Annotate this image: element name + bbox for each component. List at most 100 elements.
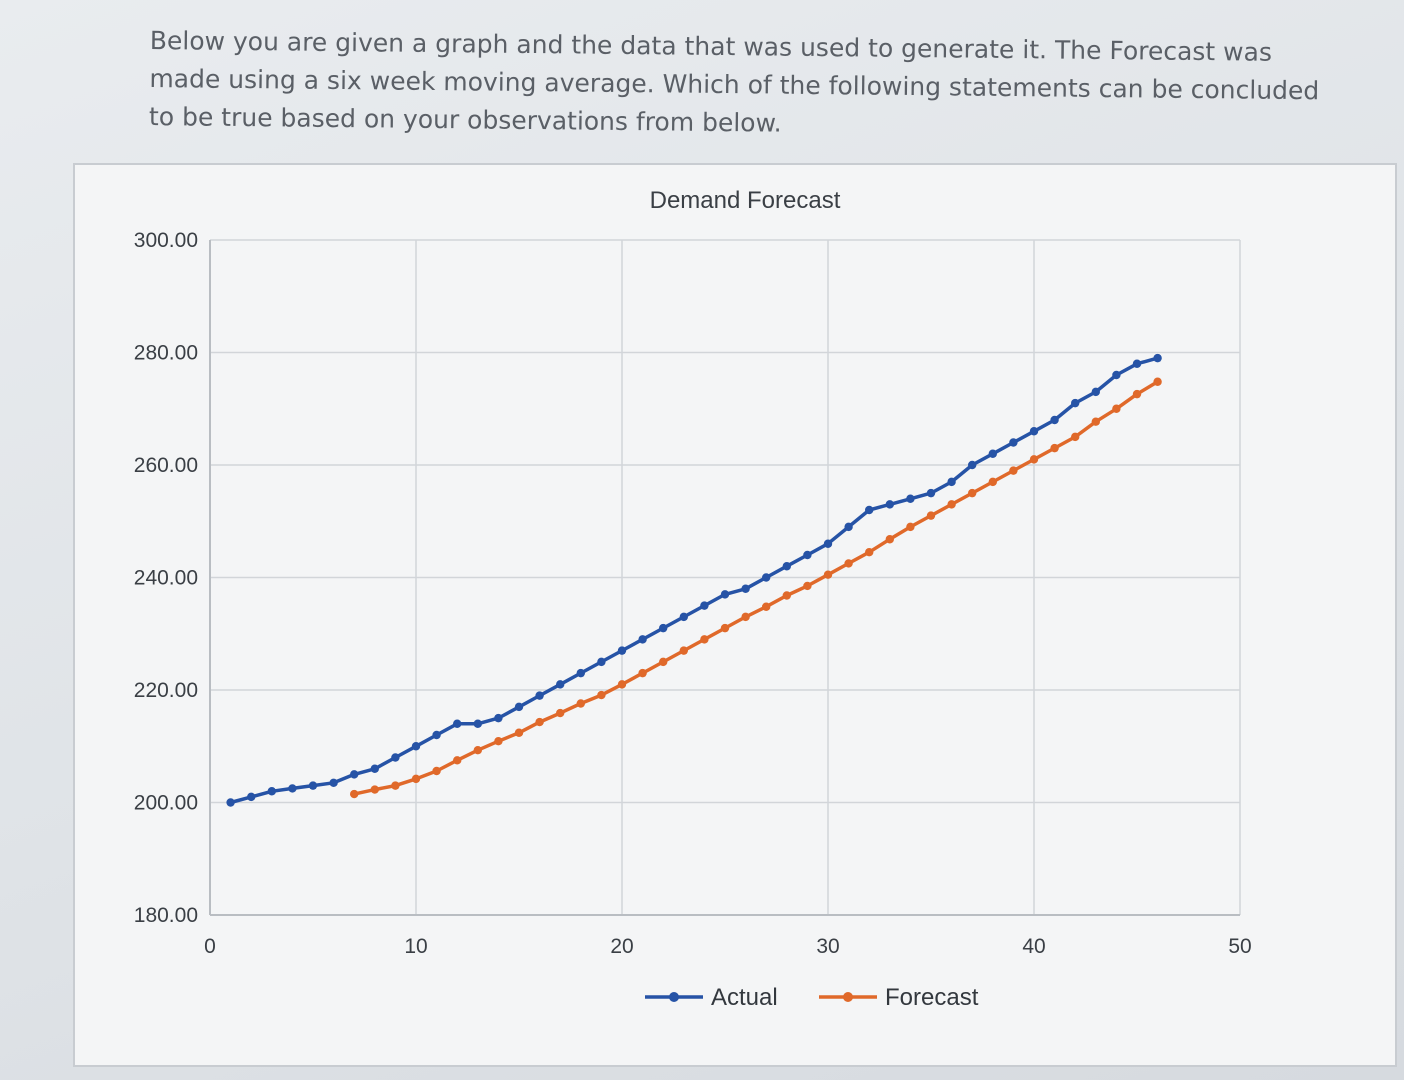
- forecast-point: [823, 570, 833, 579]
- actual-point: [1091, 387, 1100, 397]
- actual-point: [638, 635, 647, 644]
- forecast-point: [1071, 432, 1080, 442]
- actual-point: [1112, 370, 1121, 380]
- forecast-point: [720, 623, 730, 633]
- forecast-point: [370, 785, 379, 794]
- y-tick-label: 240.00: [134, 567, 198, 590]
- actual-point: [535, 691, 544, 700]
- actual-point: [679, 612, 688, 622]
- forecast-point: [906, 522, 915, 532]
- chart-title: Demand Forecast: [650, 187, 841, 214]
- actual-point: [411, 742, 421, 751]
- forecast-point: [576, 699, 585, 708]
- legend-item-forecast: Forecast: [819, 984, 979, 1011]
- actual-point: [473, 719, 482, 728]
- y-tick-label: 200.00: [134, 792, 198, 815]
- forecast-point: [988, 477, 997, 487]
- x-tick-label: 20: [610, 935, 633, 958]
- actual-point: [597, 657, 606, 667]
- legend-label-actual: Actual: [711, 984, 778, 1011]
- forecast-point: [453, 756, 462, 765]
- actual-point: [247, 792, 256, 802]
- forecast-point: [659, 657, 668, 667]
- forecast-point: [679, 646, 688, 655]
- actual-point: [926, 488, 936, 498]
- actual-point: [226, 798, 235, 807]
- actual-point: [1050, 415, 1059, 425]
- series-lines: [226, 353, 1162, 807]
- forecast-point: [885, 535, 894, 544]
- actual-point: [350, 770, 359, 779]
- x-tick-label: 50: [1228, 935, 1251, 958]
- actual-point: [968, 460, 977, 470]
- actual-point: [494, 713, 503, 723]
- chart-container: Demand Forecast 180.00 200.00 220.00 240.00…: [70, 160, 1400, 1070]
- tick-labels: 180.00 200.00 220.00 240.00 260.00 280.00 300.…: [134, 229, 1252, 958]
- forecast-point: [968, 488, 977, 498]
- actual-point: [1009, 438, 1018, 447]
- forecast-point: [350, 789, 359, 799]
- x-tick-label: 0: [204, 935, 216, 958]
- forecast-point: [1050, 443, 1059, 453]
- forecast-point: [432, 766, 441, 776]
- x-tick-label: 10: [404, 935, 427, 958]
- actual-point: [782, 562, 791, 571]
- forecast-point: [535, 717, 544, 727]
- x-tick-label: 30: [816, 935, 839, 958]
- legend-item-actual: Actual: [645, 984, 778, 1011]
- legend-swatch-marker: [669, 992, 679, 1002]
- actual-point: [988, 449, 997, 458]
- actual-point: [288, 784, 297, 793]
- actual-point: [700, 601, 709, 610]
- forecast-point: [1009, 466, 1018, 475]
- actual-point: [267, 787, 276, 796]
- actual-point: [432, 730, 441, 740]
- actual-point: [1153, 353, 1162, 363]
- y-tick-label: 300.00: [134, 229, 198, 252]
- forecast-point: [700, 635, 709, 644]
- forecast-point: [803, 581, 812, 591]
- axes: [209, 240, 1240, 916]
- chart-area-background: [73, 163, 1397, 1067]
- forecast-point: [865, 547, 874, 557]
- x-tick-label: 40: [1022, 935, 1045, 958]
- actual-point: [370, 764, 379, 773]
- actual-point: [514, 702, 524, 712]
- forecast-point: [844, 559, 853, 568]
- forecast-point: [411, 774, 421, 784]
- forecast-point: [391, 781, 400, 790]
- forecast-point: [762, 602, 771, 611]
- actual-point: [844, 522, 853, 532]
- forecast-point: [741, 612, 750, 622]
- legend-label-forecast: Forecast: [885, 984, 979, 1011]
- actual-point: [803, 550, 812, 560]
- actual-point: [865, 505, 874, 515]
- forecast-point: [514, 728, 524, 737]
- chart-legend: Actual Forecast: [645, 984, 979, 1011]
- actual-point: [617, 646, 627, 655]
- forecast-point: [597, 690, 606, 700]
- actual-point: [576, 668, 585, 678]
- series-forecast: [350, 377, 1162, 799]
- legend-swatch-marker: [843, 992, 853, 1002]
- actual-point: [906, 494, 915, 503]
- forecast-point: [494, 736, 503, 746]
- forecast-point: [1112, 404, 1121, 413]
- actual-line: [230, 356, 1159, 805]
- actual-point: [391, 753, 400, 762]
- y-tick-label: 180.00: [134, 904, 198, 927]
- forecast-point: [782, 591, 791, 600]
- actual-point: [308, 781, 318, 790]
- actual-point: [1132, 359, 1142, 368]
- forecast-point: [473, 745, 482, 755]
- actual-point: [1071, 398, 1080, 408]
- y-tick-label: 280.00: [134, 342, 198, 365]
- forecast-line: [353, 380, 1159, 796]
- forecast-point: [1132, 389, 1142, 399]
- y-tick-label: 220.00: [134, 679, 198, 702]
- gridlines: [210, 239, 1241, 915]
- forecast-point: [947, 500, 956, 509]
- question-text: Below you are given a graph and the data…: [148, 25, 1320, 138]
- actual-point: [329, 778, 338, 788]
- actual-point: [659, 623, 668, 633]
